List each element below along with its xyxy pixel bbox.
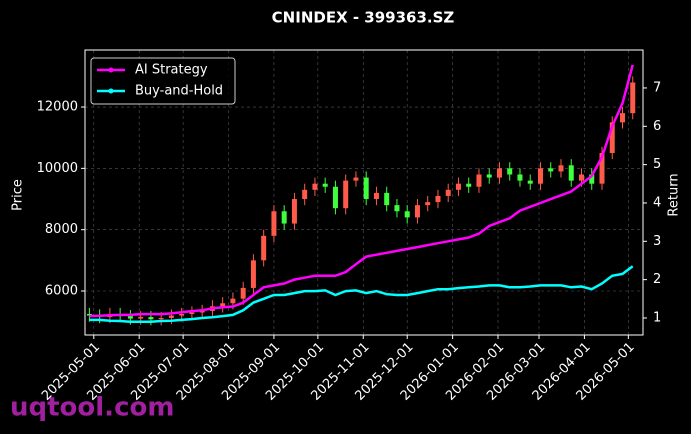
candle-body — [578, 174, 584, 181]
candle-body — [599, 153, 605, 184]
plot-frame — [84, 49, 644, 336]
candle-body — [445, 189, 451, 196]
candle-body — [609, 122, 615, 154]
series-line — [89, 265, 634, 324]
watermark: uqtool.com — [10, 393, 174, 423]
candle-body — [363, 177, 369, 200]
candle-body — [343, 180, 349, 209]
candle-body — [322, 183, 328, 187]
y2-tick-label: 1 — [653, 310, 661, 325]
candle-body — [425, 202, 431, 206]
candle-body — [240, 287, 246, 299]
candle-body — [517, 174, 523, 181]
candle-body — [138, 317, 144, 319]
candle-body — [302, 189, 308, 200]
legend-label: Buy-and-Hold — [135, 84, 223, 99]
legend-box — [90, 57, 236, 105]
candle-body — [230, 298, 236, 304]
candle-body — [435, 195, 441, 203]
candle-body — [630, 82, 636, 114]
candle-body — [189, 312, 195, 314]
candle-body — [414, 205, 420, 218]
candle-body — [384, 192, 390, 206]
candle-body — [168, 315, 174, 318]
candle-body — [496, 168, 502, 178]
y-tick-label: 6000 — [45, 284, 78, 299]
candle-body — [291, 199, 297, 224]
y2-tick-label: 2 — [653, 272, 661, 287]
candle-body — [281, 211, 287, 224]
candle-body — [127, 316, 133, 319]
y-tick-label: 10000 — [37, 161, 78, 176]
candle-body — [271, 211, 277, 236]
candle-body — [476, 174, 482, 187]
candle-body — [527, 180, 533, 184]
candle-body — [589, 174, 595, 184]
candle-body — [158, 317, 164, 320]
candle-body — [548, 168, 554, 172]
candle-body — [179, 313, 185, 316]
candle-body — [261, 235, 267, 261]
y-axis-label: Price — [11, 179, 26, 211]
candle-body — [486, 174, 492, 178]
y-tick-label: 12000 — [37, 100, 78, 115]
y2-axis-label: Return — [667, 173, 682, 216]
candle-body — [466, 183, 472, 187]
candle-body — [148, 317, 154, 320]
legend-marker — [108, 88, 114, 94]
y-tick-label: 8000 — [45, 222, 78, 237]
y2-tick-label: 4 — [653, 195, 661, 210]
candle-body — [220, 303, 226, 307]
y2-tick-label: 3 — [653, 234, 661, 249]
candle-body — [404, 211, 410, 218]
series-line — [89, 64, 634, 318]
candle-body — [558, 165, 564, 172]
candle-body — [568, 165, 574, 181]
candle-body — [312, 183, 318, 190]
candle-body — [507, 168, 513, 175]
y2-tick-label: 5 — [653, 157, 661, 172]
candle-body — [250, 260, 256, 288]
y2-tick-label: 7 — [653, 80, 661, 95]
candle-body — [86, 313, 92, 316]
candle-body — [394, 205, 400, 212]
candle-body — [199, 310, 205, 313]
candle-body — [373, 192, 379, 200]
candle-body — [537, 168, 543, 184]
y2-tick-label: 6 — [653, 119, 661, 134]
candle-body — [353, 177, 359, 181]
candle-body — [332, 186, 338, 209]
candle-body — [455, 183, 461, 190]
chart-title: CNINDEX - 399363.SZ — [272, 9, 455, 27]
candle-body — [619, 113, 625, 123]
legend-marker — [108, 67, 114, 73]
legend-label: AI Strategy — [135, 63, 208, 78]
